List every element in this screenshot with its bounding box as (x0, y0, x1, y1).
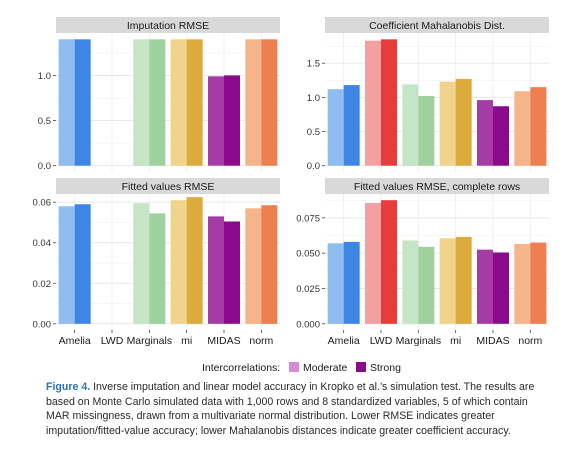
bar-norm-strong (261, 39, 278, 166)
bar-lwd-strong (381, 39, 397, 166)
bar-amelia-moderate (58, 206, 75, 324)
bar-amelia-strong (343, 241, 360, 324)
panel-background (56, 194, 280, 330)
panel-2: Coefficient Mahalanobis Dist. 0.0 0.5 1.0 1.… (307, 17, 549, 172)
bar-mi-moderate (439, 238, 456, 324)
y-tick-label: 0.000 (296, 319, 320, 330)
panel-background (325, 194, 549, 330)
bar-mi-strong (186, 197, 203, 324)
x-tick-label: MIDAS (476, 335, 509, 347)
x-tick-label: MIDAS (207, 335, 240, 347)
x-tick-label: Marginals (127, 335, 173, 347)
bar-amelia-moderate (327, 89, 344, 166)
panel-strip (325, 17, 549, 33)
bar-marginals-strong (149, 213, 166, 324)
bar-amelia-moderate (58, 39, 75, 166)
bar-marginals-moderate (133, 203, 150, 324)
bar-marginals-strong (418, 96, 435, 166)
bar-amelia-moderate (327, 243, 344, 324)
bar-lwd-moderate (365, 40, 381, 166)
bar-norm-strong (530, 242, 547, 324)
bar-lwd-strong (381, 200, 397, 324)
panel-title: Imputation RMSE (127, 20, 209, 32)
bar-amelia-strong (74, 204, 91, 324)
legend-label-strong: Strong (370, 362, 401, 374)
bar-amelia-strong (74, 39, 91, 166)
panel-strip (325, 178, 549, 194)
y-tick-label: 0.0 (38, 161, 51, 172)
caption-label: Figure 4. (46, 381, 91, 393)
panel-background (56, 33, 280, 172)
x-tick-label: Marginals (396, 335, 442, 347)
y-tick-label: 0.5 (38, 116, 51, 127)
figure-caption: Figure 4. Inverse imputation and linear … (46, 380, 551, 438)
bar-norm-moderate (514, 91, 531, 166)
caption-text: Inverse imputation and linear model accu… (46, 381, 535, 437)
bar-midas-moderate (477, 249, 493, 324)
y-tick-label: 1.5 (307, 59, 320, 70)
bar-mi-moderate (170, 39, 187, 166)
panel-title: Coefficient Mahalanobis Dist. (369, 20, 505, 32)
y-tick-label: 0.06 (33, 198, 52, 209)
bar-mi-moderate (439, 81, 456, 166)
legend-label-moderate: Moderate (303, 362, 348, 374)
bar-marginals-strong (149, 39, 166, 166)
y-tick-label: 0.050 (296, 249, 320, 260)
bar-mi-strong (455, 78, 472, 166)
bar-mi-strong (455, 236, 472, 324)
legend-swatch-moderate (289, 362, 299, 372)
y-tick-label: 0.5 (307, 127, 320, 138)
x-tick-label: LWD (370, 335, 393, 347)
bar-norm-strong (261, 205, 278, 324)
panel-strip (56, 17, 280, 33)
bar-midas-strong (224, 75, 240, 166)
y-tick-label: 0.075 (296, 213, 320, 224)
x-tick-label: Amelia (59, 335, 91, 347)
y-tick-label: 0.00 (33, 319, 52, 330)
legend: Intercorrelations: Moderate Strong (202, 362, 401, 374)
y-tick-label: 1.0 (38, 71, 51, 82)
x-tick-label: mi (450, 335, 461, 347)
panel-3: Fitted values RMSE 0.00 0.02 0.04 0.06 Amelia… (33, 178, 280, 347)
bar-lwd-moderate (365, 203, 381, 324)
x-tick-label: norm (249, 335, 273, 347)
panel-title: Fitted values RMSE, complete rows (354, 181, 520, 193)
x-tick-label: Amelia (328, 335, 360, 347)
bar-norm-moderate (245, 208, 262, 324)
y-tick-label: 0.04 (33, 238, 52, 249)
bar-midas-moderate (208, 216, 224, 324)
bar-midas-strong (224, 221, 240, 324)
bar-marginals-strong (418, 246, 435, 324)
bar-marginals-moderate (402, 240, 419, 324)
bar-norm-moderate (514, 243, 531, 324)
y-tick-label: 0.0 (307, 161, 320, 172)
bar-midas-strong (493, 106, 509, 166)
bar-mi-moderate (170, 200, 187, 324)
x-tick-label: LWD (101, 335, 124, 347)
bar-norm-strong (530, 87, 547, 166)
panel-title: Fitted values RMSE (122, 181, 215, 193)
bar-amelia-strong (343, 85, 360, 166)
bar-marginals-moderate (133, 39, 150, 166)
bar-marginals-moderate (402, 84, 419, 166)
panel-strip (56, 178, 280, 194)
y-tick-label: 0.02 (33, 279, 52, 290)
bar-norm-moderate (245, 39, 262, 166)
panel-1: Imputation RMSE 0.0 0.5 1.0 (38, 17, 280, 172)
legend-title: Intercorrelations: (202, 362, 280, 374)
bar-midas-moderate (477, 100, 493, 166)
x-tick-label: mi (181, 335, 192, 347)
y-tick-label: 1.0 (307, 93, 320, 104)
bar-midas-moderate (208, 76, 224, 166)
legend-swatch-strong (356, 362, 366, 372)
x-tick-label: norm (518, 335, 542, 347)
bar-mi-strong (186, 39, 203, 166)
y-tick-label: 0.025 (296, 284, 320, 295)
panel-4: Fitted values RMSE, complete rows 0.000 0.… (296, 178, 549, 347)
bar-midas-strong (493, 252, 509, 324)
